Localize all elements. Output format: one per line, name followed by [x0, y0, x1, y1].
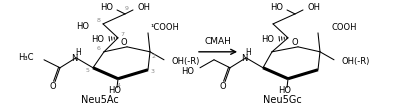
Text: O: O [50, 82, 56, 91]
Text: HO: HO [91, 35, 104, 44]
Text: H₃C: H₃C [18, 53, 34, 62]
Text: HO: HO [108, 86, 122, 95]
Text: OH: OH [307, 3, 320, 13]
Text: 9: 9 [125, 6, 129, 11]
Text: 6: 6 [97, 46, 101, 51]
Text: N: N [241, 54, 247, 63]
Text: 4: 4 [117, 83, 121, 88]
Text: O: O [220, 82, 226, 91]
Text: 8: 8 [97, 18, 101, 23]
Text: H: H [245, 48, 251, 57]
Text: N: N [71, 54, 77, 63]
Text: 2: 2 [152, 54, 156, 59]
Text: HO: HO [270, 3, 283, 13]
Text: OH(-R): OH(-R) [342, 57, 370, 66]
Text: HO: HO [76, 22, 89, 31]
Text: ¹COOH: ¹COOH [150, 23, 179, 32]
Text: O: O [292, 38, 298, 47]
Text: HO: HO [100, 3, 113, 13]
Text: OH(-R): OH(-R) [172, 57, 200, 66]
Text: O: O [121, 38, 127, 47]
Text: Neu5Gc: Neu5Gc [263, 95, 301, 105]
Text: COOH: COOH [332, 23, 358, 32]
Text: 5: 5 [86, 68, 90, 73]
Text: 7: 7 [120, 32, 124, 37]
Text: 3: 3 [151, 69, 155, 74]
Text: HO: HO [181, 67, 194, 76]
Text: CMAH: CMAH [204, 37, 232, 46]
Text: OH: OH [137, 3, 150, 13]
Text: Neu5Ac: Neu5Ac [81, 95, 119, 105]
Text: HO: HO [261, 35, 274, 44]
Text: HO: HO [278, 86, 292, 95]
Text: H: H [75, 48, 81, 57]
